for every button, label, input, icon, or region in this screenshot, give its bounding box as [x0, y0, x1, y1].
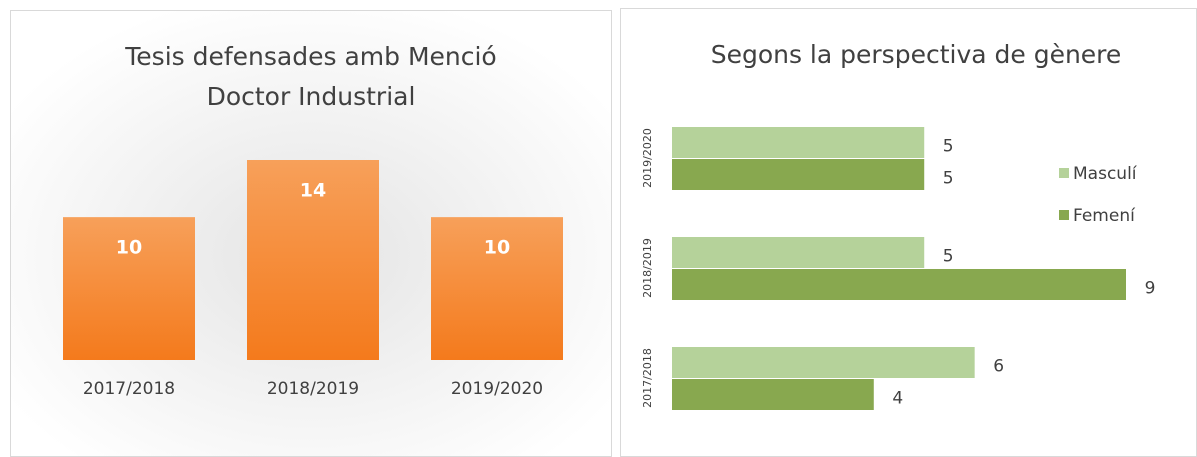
- legend-swatch: [1059, 210, 1069, 220]
- y-tick-label: 2018/2019: [641, 238, 654, 298]
- legend-label: Femení: [1073, 206, 1136, 226]
- chart-title: Tesis defensades amb Menció: [124, 42, 496, 71]
- chart-title: Segons la perspectiva de gènere: [711, 40, 1122, 69]
- bar: [672, 347, 975, 378]
- bar: [247, 160, 379, 360]
- value-label: 9: [1145, 279, 1156, 299]
- y-tick-label: 2017/2018: [641, 348, 654, 408]
- y-tick-label: 2019/2020: [641, 128, 654, 188]
- value-label: 10: [116, 237, 142, 259]
- legend-label: Masculí: [1073, 164, 1138, 184]
- bar: [672, 269, 1126, 300]
- value-label: 5: [943, 137, 954, 157]
- bar: [672, 127, 925, 158]
- value-label: 14: [300, 180, 326, 202]
- x-tick-label: 2019/2020: [451, 379, 543, 399]
- value-label: 4: [892, 389, 903, 409]
- x-tick-label: 2017/2018: [83, 379, 175, 399]
- bar: [431, 217, 563, 360]
- x-tick-label: 2018/2019: [267, 379, 359, 399]
- bar: [672, 159, 925, 190]
- bar: [672, 379, 874, 410]
- value-label: 6: [993, 357, 1004, 377]
- value-label: 5: [943, 169, 954, 189]
- bar: [63, 217, 195, 360]
- value-label: 5: [943, 247, 954, 267]
- value-label: 10: [484, 237, 510, 259]
- chart-title: Doctor Industrial: [207, 82, 416, 111]
- bar: [672, 237, 925, 268]
- legend-swatch: [1059, 168, 1069, 178]
